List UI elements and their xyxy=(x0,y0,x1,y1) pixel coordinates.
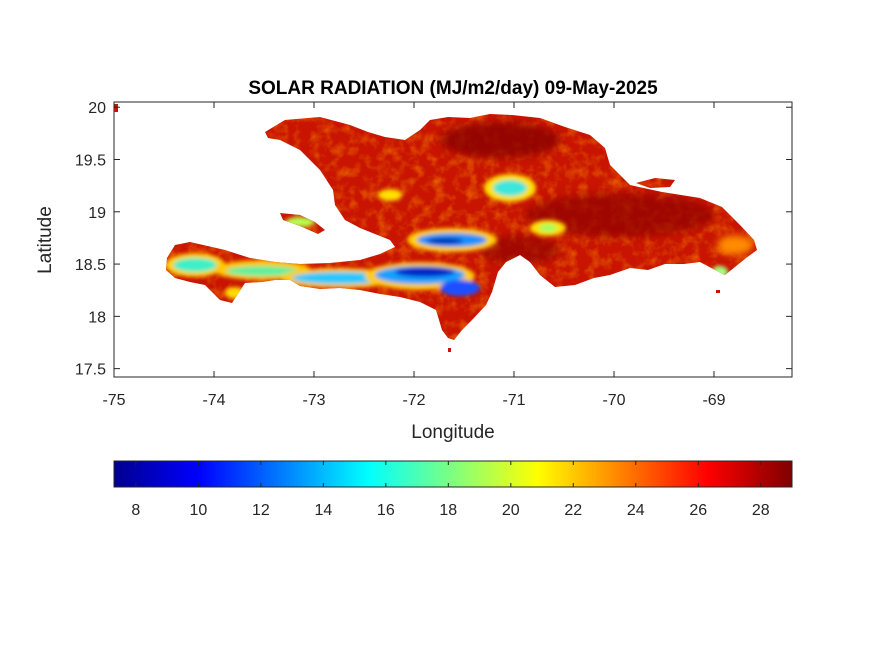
colorbar-tick-label: 20 xyxy=(502,502,520,519)
colorbar: 8 10 12 14 16 18 20 22 24 26 28 xyxy=(113,460,793,519)
colorbar-tick-label: 8 xyxy=(131,502,140,519)
colorbar-tick-label: 16 xyxy=(377,502,395,519)
colorbar-ticks: 8 10 12 14 16 18 20 22 24 26 28 xyxy=(131,461,770,519)
y-tick-label: 20 xyxy=(88,100,106,117)
colorbar-tick-label: 26 xyxy=(689,502,707,519)
colorbar-tick-label: 18 xyxy=(439,502,457,519)
colorbar-tick-label: 10 xyxy=(189,502,207,519)
colorbar-gradient xyxy=(113,460,793,488)
x-tick-label: -70 xyxy=(602,392,625,409)
y-tick-label: 19.5 xyxy=(75,153,106,170)
colorbar-tick-label: 12 xyxy=(252,502,270,519)
colorbar-tick-label: 24 xyxy=(627,502,645,519)
x-tick-label: -73 xyxy=(302,392,325,409)
y-tick-label: 19 xyxy=(88,205,106,222)
y-tick-label: 18 xyxy=(88,309,106,326)
colorbar-tick-label: 22 xyxy=(564,502,582,519)
y-tick-label: 17.5 xyxy=(75,362,106,379)
x-tick-label: -69 xyxy=(702,392,725,409)
x-tick-label: -74 xyxy=(202,392,225,409)
x-tick-label: -72 xyxy=(402,392,425,409)
y-tick-label: 18.5 xyxy=(75,257,106,274)
x-tick-label: -75 xyxy=(102,392,125,409)
x-tick-label: -71 xyxy=(502,392,525,409)
x-axis-label: Longitude xyxy=(411,422,494,443)
y-axis: 17.5 18 18.5 19 19.5 20 xyxy=(75,100,792,379)
y-axis-label: Latitude xyxy=(35,206,56,274)
colorbar-tick-label: 14 xyxy=(314,502,332,519)
x-axis: -75 -74 -73 -72 -71 -70 -69 xyxy=(102,102,726,409)
chart-title: SOLAR RADIATION (MJ/m2/day) 09-May-2025 xyxy=(248,78,658,99)
low-value-zones xyxy=(166,174,728,299)
colorbar-tick-label: 28 xyxy=(752,502,770,519)
